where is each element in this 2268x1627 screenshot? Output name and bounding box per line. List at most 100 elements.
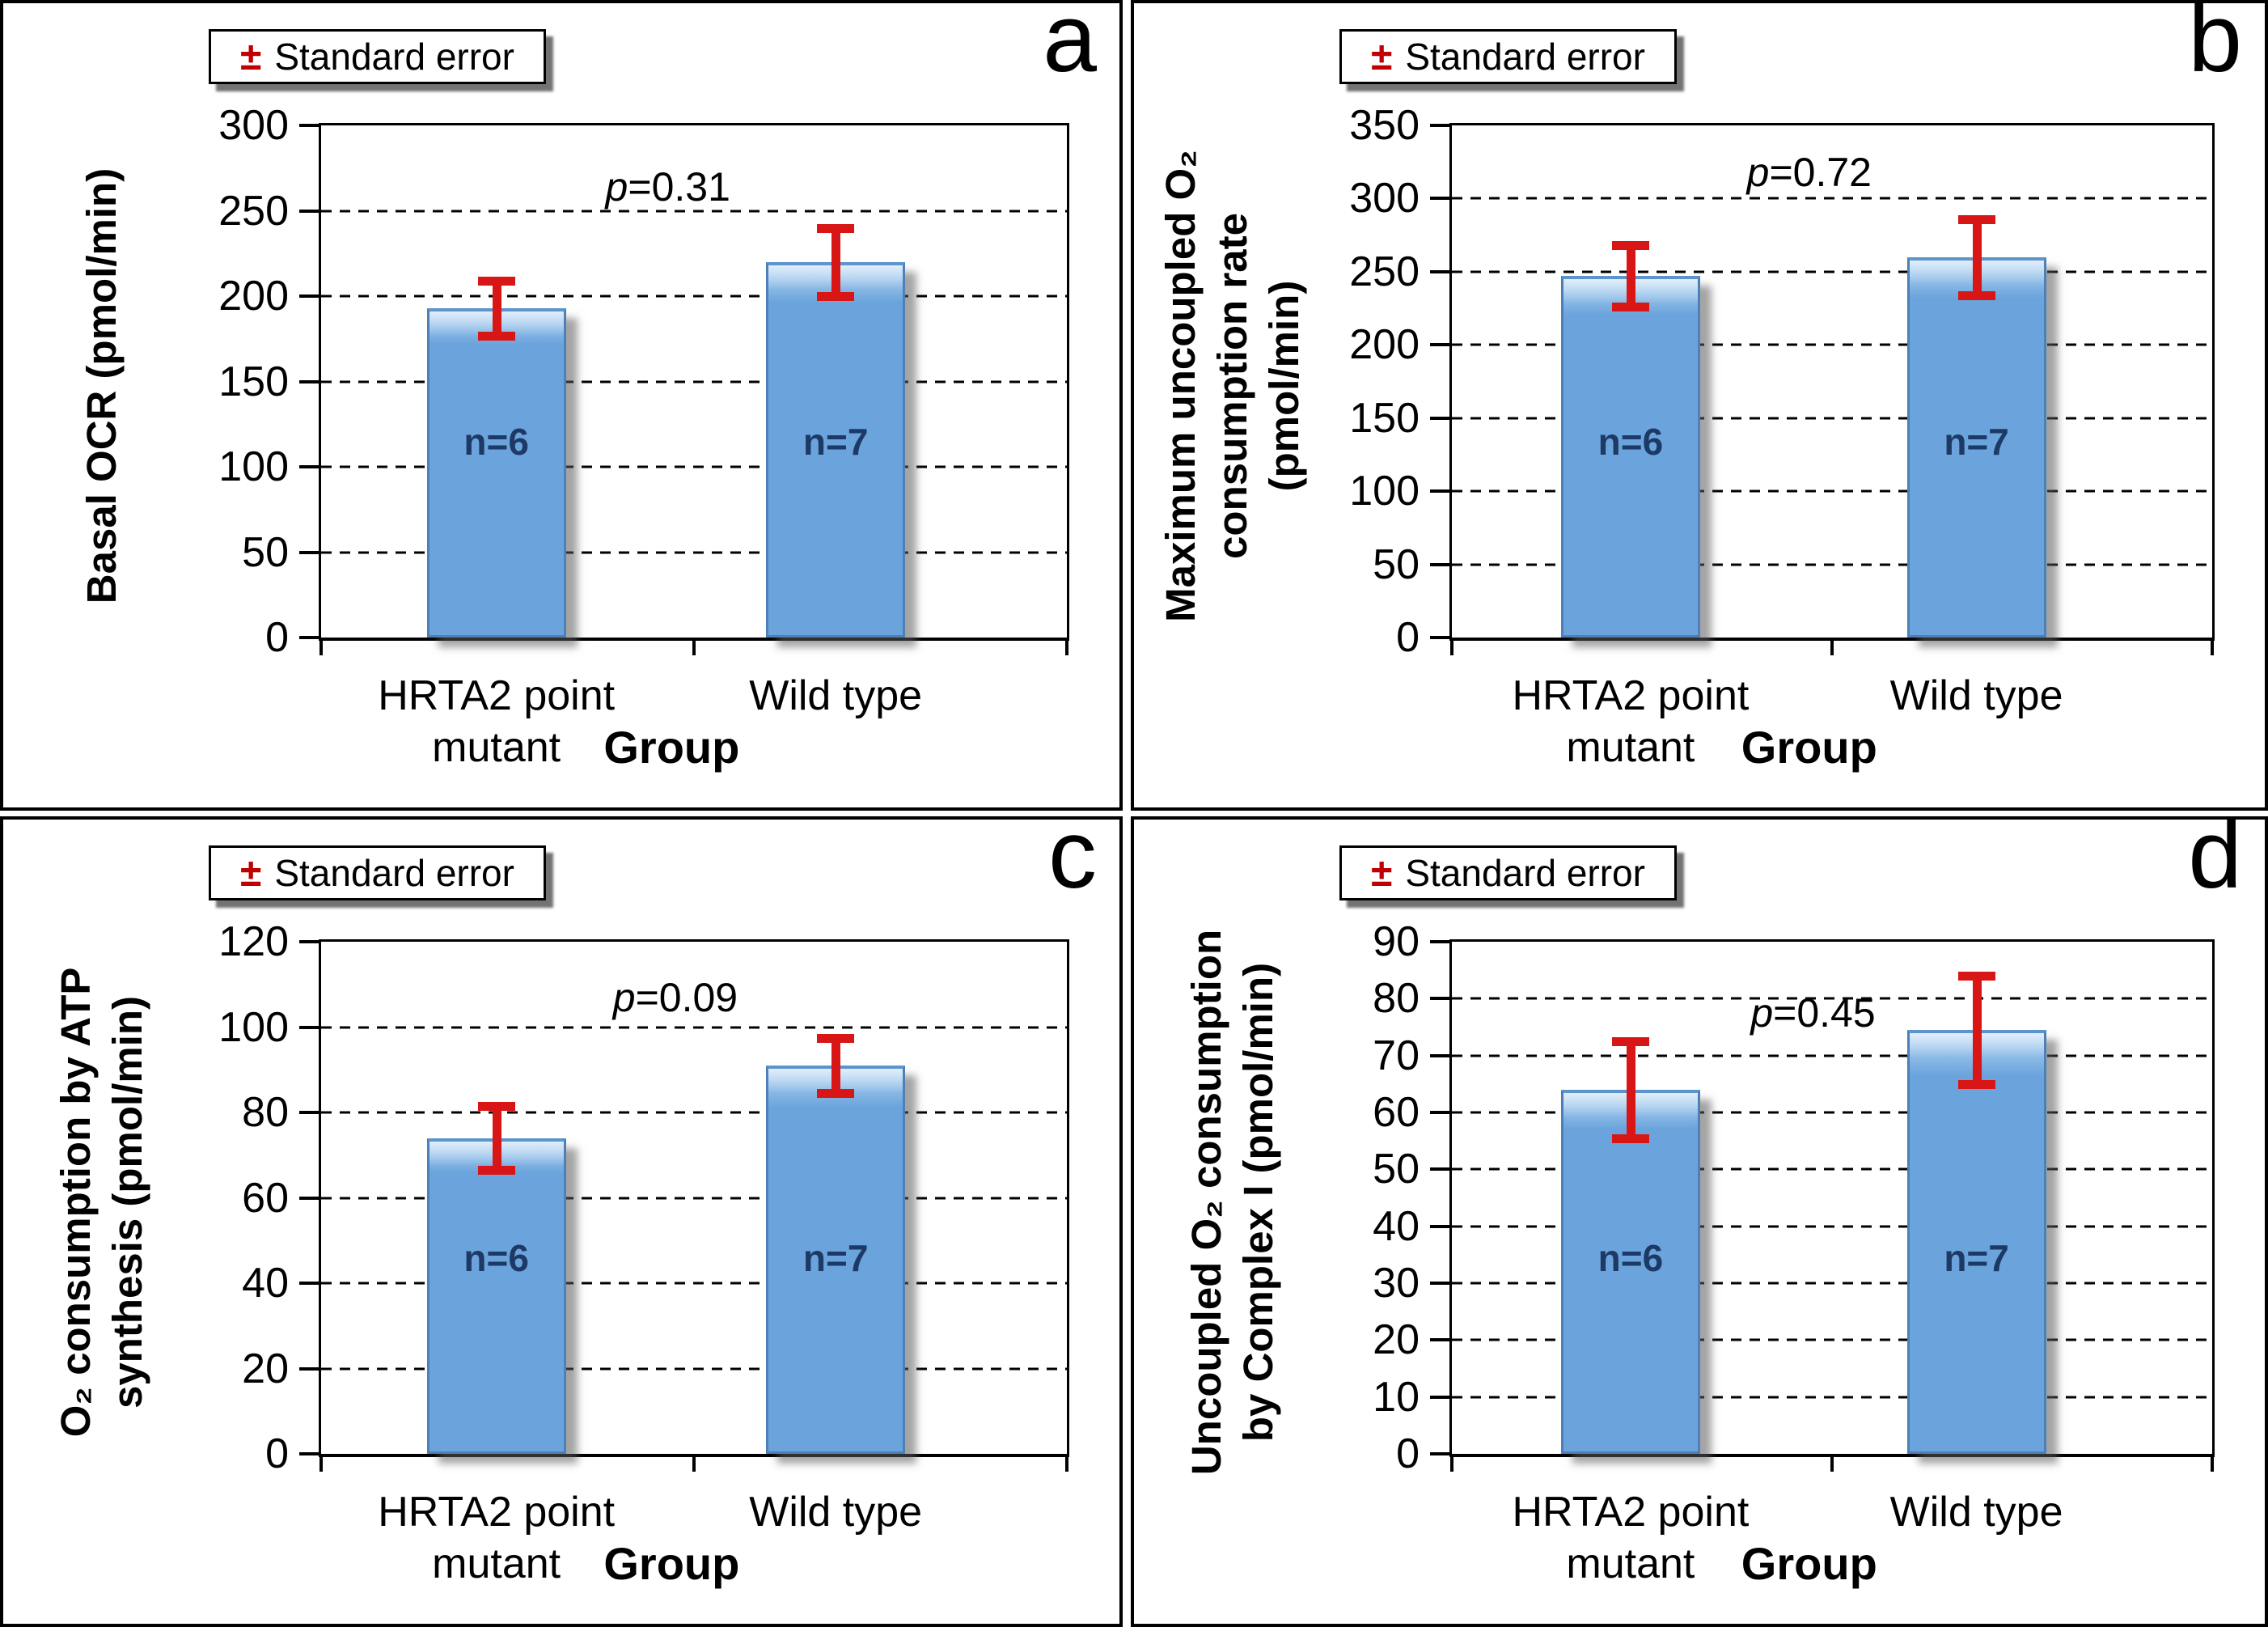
y-tick-label: 250 [218, 187, 289, 235]
x-axis-tick [692, 1454, 696, 1472]
y-axis-title-line: Basal OCR (pmol/min) [78, 167, 125, 604]
error-bar-bottom-cap [817, 1089, 855, 1099]
y-axis-tick [1430, 489, 1452, 494]
y-axis-tick [299, 294, 321, 298]
y-tick-label: 50 [242, 528, 289, 576]
y-axis-tick [299, 1282, 321, 1285]
x-category-label: Wild type [1889, 672, 2063, 719]
gridline [1452, 1054, 2212, 1057]
plot-area: Group 0 50 100 150 200 250 300 n=6 HRTA2 point m… [218, 104, 1069, 773]
error-bar-top-cap [1957, 214, 1995, 224]
legend-standard-error: ± Standard error [1339, 845, 1677, 900]
panel-o2-atp-synthesis: ± Standard error c O₂ consumption by ATP… [0, 806, 1123, 1627]
y-tick-label: 300 [1349, 175, 1420, 222]
error-bar [492, 1106, 501, 1171]
y-axis-tick [1430, 1452, 1452, 1455]
p-value-annotation: p=0.31 [605, 163, 730, 210]
y-axis-tick [1430, 1282, 1452, 1285]
y-tick-label: 50 [1373, 1146, 1420, 1193]
y-axis-tick [299, 550, 321, 554]
y-tick-label: 120 [218, 918, 289, 965]
y-axis-tick [299, 940, 321, 943]
error-bar [831, 227, 841, 296]
y-axis-tick [1430, 1053, 1452, 1057]
y-axis-tick [1430, 1224, 1452, 1228]
panel-uncoupled-o2-complex1: ± Standard error d Uncoupled O₂ consumpt… [1131, 800, 2268, 1627]
gridline [321, 1282, 1067, 1285]
p-value-annotation: p=0.45 [1750, 989, 1876, 1036]
gridline [1452, 1396, 2212, 1399]
plus-minus-icon: ± [240, 35, 262, 78]
y-axis-tick [1430, 1167, 1452, 1172]
y-axis-tick [299, 1111, 321, 1114]
gridline [321, 1197, 1067, 1199]
sample-size-label: n=6 [463, 420, 529, 463]
y-tick-label: 200 [218, 273, 289, 320]
x-category-label: Wild type [749, 672, 923, 719]
gridline [321, 294, 1067, 298]
p-value-annotation: p=0.09 [612, 974, 738, 1020]
x-axis-tick [319, 1454, 323, 1472]
x-category-label: Wild type [1889, 1489, 2063, 1536]
y-tick-label: 150 [218, 358, 289, 405]
x-axis-title: Group [603, 722, 740, 773]
error-bar-bottom-cap [817, 291, 855, 301]
legend-label: Standard error [1405, 852, 1645, 894]
error-bar [1972, 218, 1982, 295]
y-axis-tick [1430, 997, 1452, 1001]
y-tick-label: 100 [1349, 468, 1420, 515]
bar-hrta2-point-mutant [426, 1138, 566, 1454]
plot-area: Group 0 20 40 60 80 100 120 n=6 HRTA2 point muta… [218, 921, 1069, 1589]
gridline [321, 1026, 1067, 1028]
y-axis-tick [1430, 1395, 1452, 1399]
y-tick-label: 20 [1373, 1316, 1420, 1364]
panel-max-uncoupled-o2: ± Standard error b Maximum uncoupled O₂ … [1131, 0, 2268, 811]
gridline [321, 465, 1067, 468]
p-value-annotation: p=0.72 [1746, 149, 1872, 195]
gridline [1452, 343, 2212, 346]
legend-label: Standard error [274, 852, 514, 894]
y-axis-tick [1430, 416, 1452, 420]
panel-letter: d [2188, 800, 2242, 909]
plus-minus-icon: ± [1371, 851, 1393, 895]
y-tick-label: 40 [1373, 1202, 1420, 1250]
y-tick-label: 80 [1373, 975, 1420, 1023]
y-tick-label: 0 [265, 1430, 289, 1477]
error-bar [831, 1037, 841, 1094]
error-bar [492, 281, 501, 336]
x-axis-tick [1065, 638, 1068, 655]
error-bar-top-cap [1957, 972, 1995, 981]
gridline [1452, 1111, 2212, 1114]
x-axis-tick [319, 638, 323, 655]
sample-size-label: n=6 [1597, 420, 1664, 463]
x-axis-tick [2211, 638, 2214, 655]
legend-standard-error: ± Standard error [1339, 29, 1677, 84]
gridline [321, 1111, 1067, 1114]
x-category-label: Wild type [749, 1489, 923, 1536]
x-axis-tick [2211, 1454, 2214, 1472]
gridline [321, 380, 1067, 383]
y-axis-tick [299, 124, 321, 127]
y-tick-label: 350 [1349, 102, 1420, 149]
y-axis-tick [299, 209, 321, 213]
y-tick-label: 200 [1349, 321, 1420, 369]
x-axis-tick [1065, 1454, 1068, 1472]
x-axis-tick [692, 638, 696, 655]
gridline [1452, 1338, 2212, 1341]
y-axis-tick [299, 1025, 321, 1029]
y-axis-tick [1430, 1338, 1452, 1342]
gridline [1452, 997, 2212, 1000]
y-tick-label: 40 [242, 1260, 289, 1307]
plot-area: Group 0 50 100 150 200 250 300 350 n=6 HRTA2 poin… [1349, 104, 2215, 773]
y-tick-label: 80 [242, 1089, 289, 1136]
y-tick-label: 150 [1349, 394, 1420, 442]
y-axis-tick [299, 1452, 321, 1455]
legend-label: Standard error [274, 36, 514, 78]
x-axis-title: Group [1741, 722, 1877, 773]
y-tick-label: 30 [1373, 1260, 1420, 1307]
y-axis-tick [299, 1196, 321, 1200]
y-tick-label: 60 [1373, 1089, 1420, 1136]
error-bar-top-cap [477, 1102, 515, 1112]
plus-minus-icon: ± [240, 851, 262, 895]
gridline [1452, 417, 2212, 420]
